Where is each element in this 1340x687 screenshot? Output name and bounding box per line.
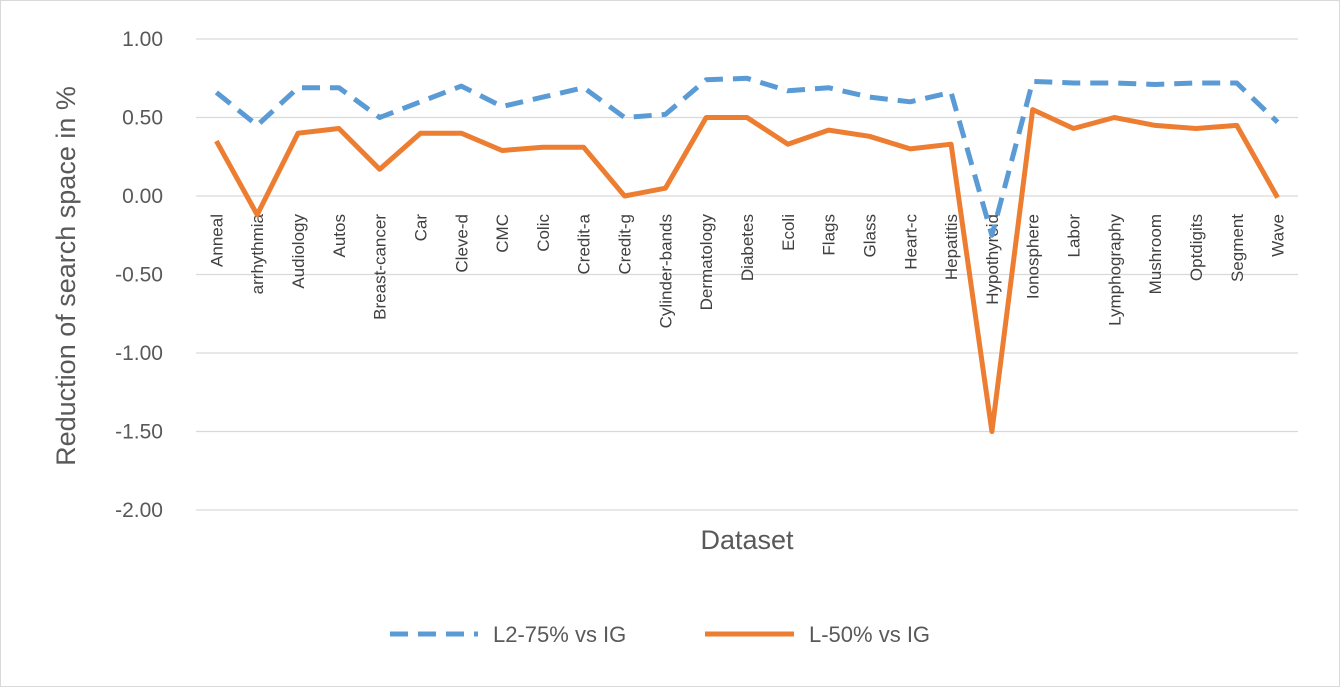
x-category-label: Diabetes	[738, 214, 757, 281]
y-tick-label: -2.00	[115, 499, 163, 522]
x-category-label: Credit-g	[616, 214, 635, 274]
legend: L2-75% vs IG L-50% vs IG	[390, 622, 930, 647]
x-category-label: Credit-a	[575, 213, 594, 274]
x-category-label: Optdigits	[1187, 214, 1206, 281]
x-category-label: Cylinder-bands	[656, 214, 675, 328]
y-tick-label: 0.00	[122, 185, 163, 208]
x-category-label: Flags	[820, 214, 839, 256]
series-line-1	[214, 75, 1280, 238]
legend-label: L2-75% vs IG	[493, 622, 626, 647]
x-category-label: Autos	[330, 214, 349, 257]
x-category-label: Mushroom	[1146, 214, 1165, 294]
x-category-label: Audiology	[289, 214, 308, 289]
x-category-label: Anneal	[207, 214, 226, 267]
x-category-label: Colic	[534, 214, 553, 252]
x-category-label: Ecoli	[779, 214, 798, 251]
x-category-label: Car	[411, 214, 430, 242]
x-category-label: Heart-c	[901, 214, 920, 270]
x-category-label: Dermatology	[697, 214, 716, 311]
series-line-2	[214, 107, 1280, 434]
x-category-label: Glass	[860, 214, 879, 257]
y-axis-title: Reduction of search space in %	[51, 86, 81, 466]
x-category-label: Segment	[1228, 214, 1247, 282]
x-axis-title: Dataset	[700, 525, 794, 555]
x-category-label: Cleve-d	[452, 214, 471, 273]
x-category-label: Hepatitis	[942, 214, 961, 280]
x-category-label: Labor	[1065, 214, 1084, 258]
x-category-label: Lymphography	[1105, 214, 1124, 326]
y-tick-label: -1.00	[115, 342, 163, 365]
x-category-label: Wave	[1269, 214, 1288, 257]
x-category-label: arrhythmia	[248, 213, 267, 294]
x-axis-categories: Anneal arrhythmia Audiology Autos Breast-can…	[207, 213, 1287, 328]
x-category-label: CMC	[493, 214, 512, 253]
x-category-label: Hypothyroid	[983, 214, 1002, 305]
y-tick-label: 1.00	[122, 28, 163, 51]
y-tick-label: 0.50	[122, 107, 163, 130]
series-lines	[214, 75, 1280, 434]
legend-label: L-50% vs IG	[809, 622, 930, 647]
y-axis-ticks: 1.00 0.50 0.00 -0.50 -1.00 -1.50 -2.00	[115, 28, 163, 522]
x-category-label: Ionosphere	[1024, 214, 1043, 299]
x-category-label: Breast-cancer	[371, 214, 390, 320]
y-tick-label: -0.50	[115, 264, 163, 287]
y-tick-label: -1.50	[115, 421, 163, 444]
